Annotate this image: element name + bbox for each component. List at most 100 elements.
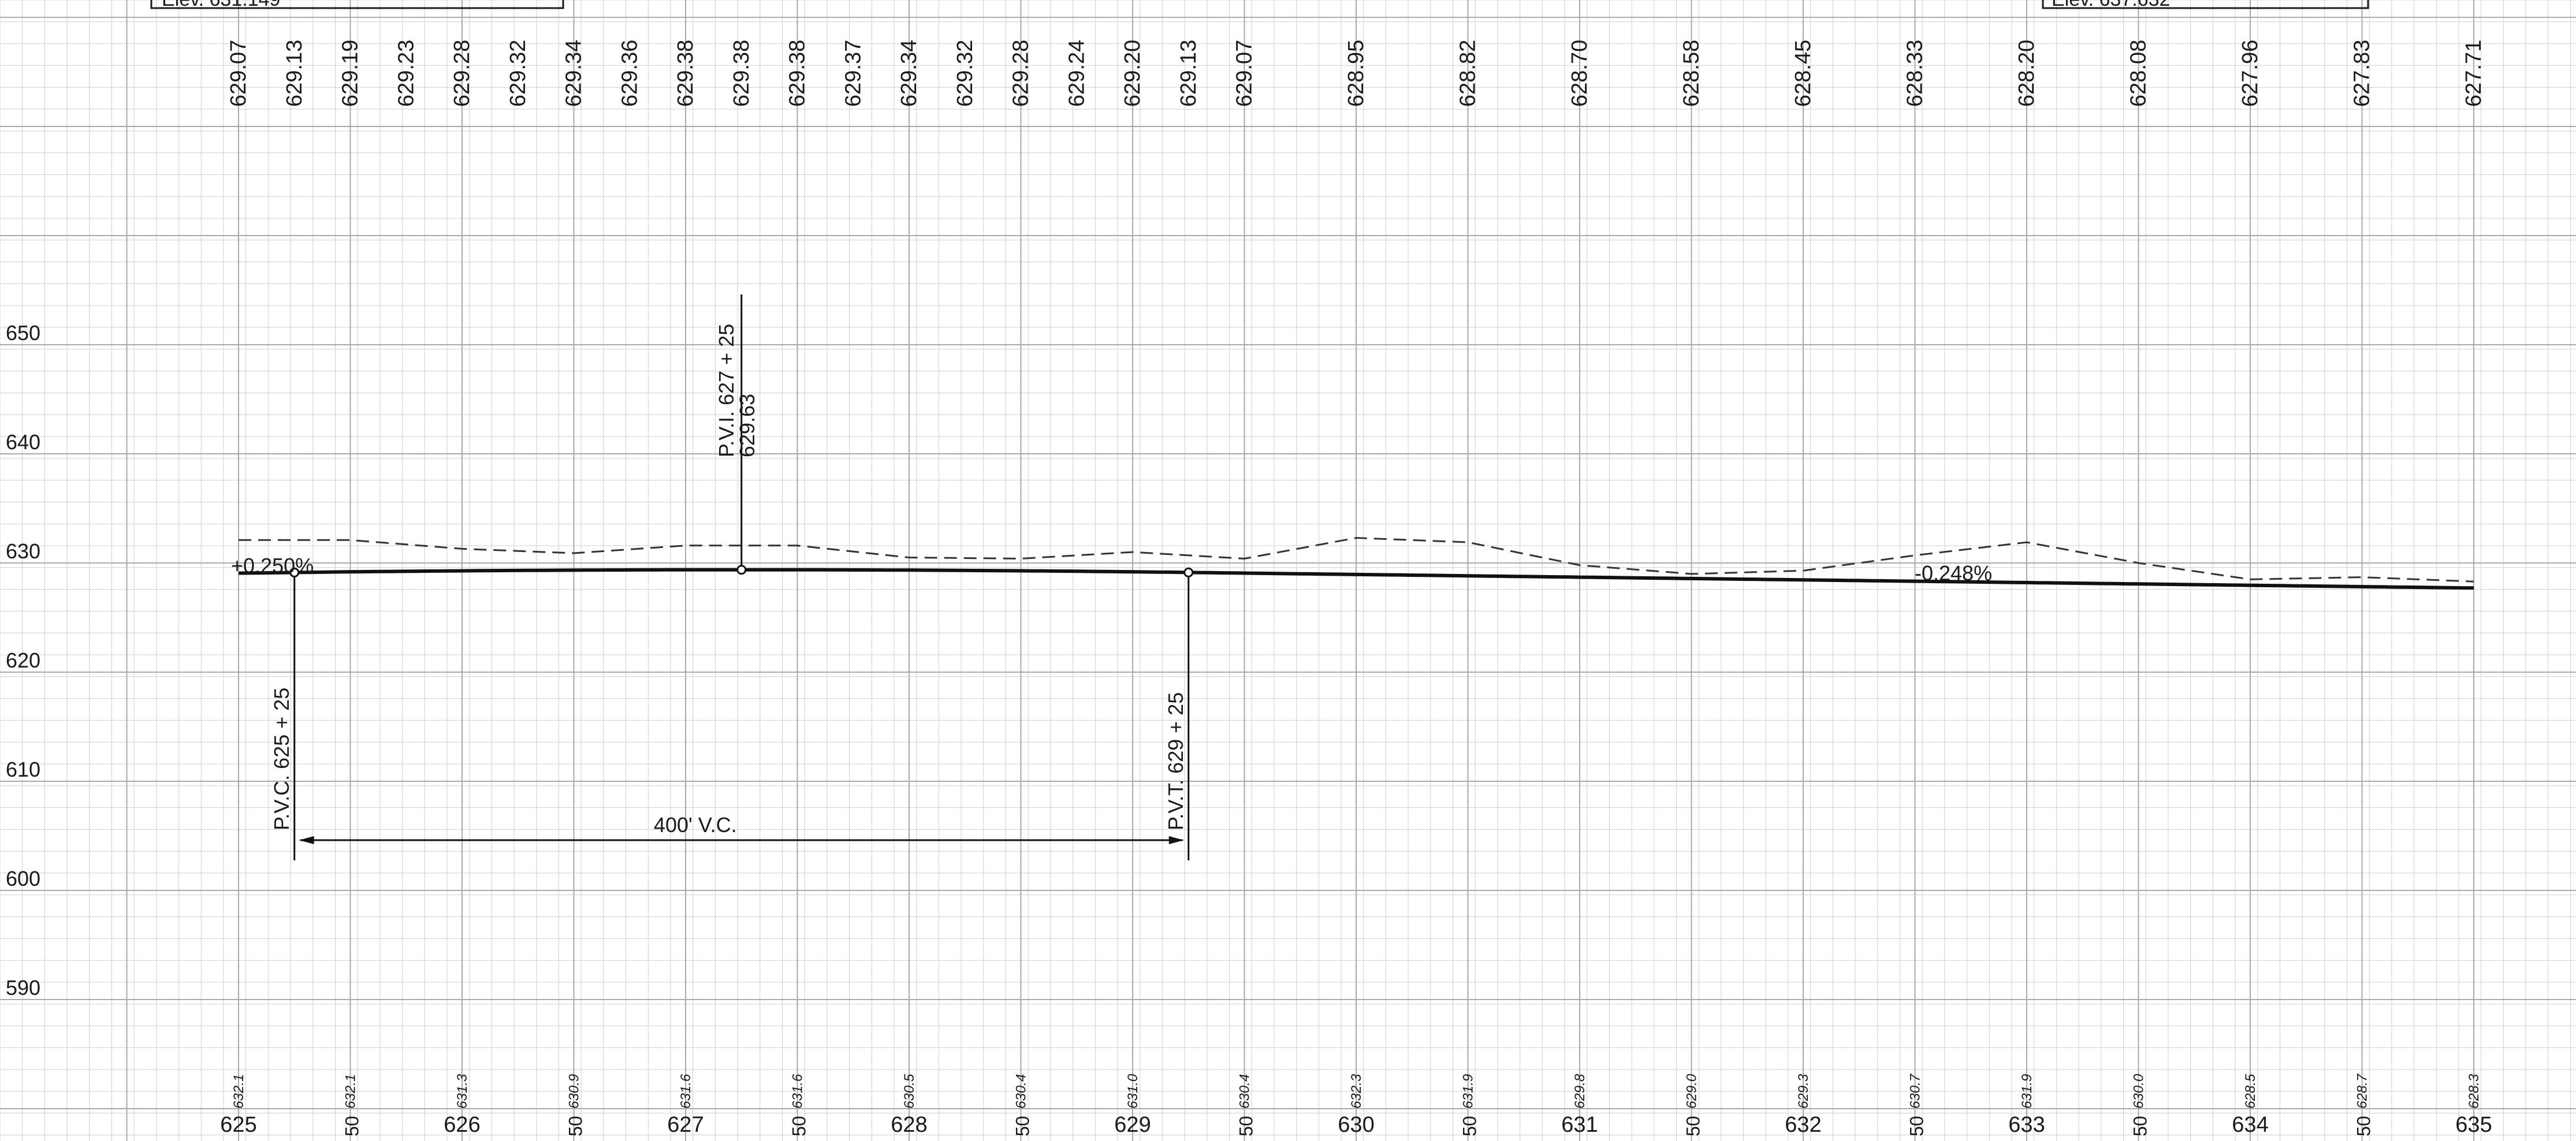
grade-elevation-label: 629.13 [282, 40, 307, 107]
elevation-tick-label: 650 [6, 321, 40, 345]
ground-elevation-label: 631.9 [1461, 1074, 1476, 1109]
half-station-label: 50 [2130, 1116, 2151, 1136]
grade-elevation-label: 629.19 [338, 40, 363, 107]
ground-elevation-label: 630.5 [902, 1073, 917, 1109]
ground-elevation-label: 628.7 [2355, 1073, 2370, 1109]
station-label: 631 [1561, 1113, 1598, 1137]
grade-elevation-label: 627.96 [2238, 40, 2262, 107]
left-title-box [150, 0, 564, 9]
vertical-curve-length-label: 400' V.C. [654, 813, 737, 837]
grade-elevation-label: 628.33 [1903, 40, 1927, 107]
right-title-box-text: Elev. 637.632 [2052, 0, 2170, 10]
ground-elevation-row: 632.1 632.1 631.3 630.9 631.6 631.6 630.5 630.4… [231, 1073, 2482, 1109]
grade-elevation-label: 629.36 [617, 40, 642, 107]
half-station-label: 50 [789, 1116, 810, 1136]
station-label: 626 [444, 1113, 480, 1137]
grade-elevation-label: 628.20 [2015, 40, 2039, 107]
pvc-point [289, 567, 300, 577]
ground-elevation-label: 630.4 [1014, 1074, 1029, 1109]
existing-ground-line [239, 537, 2474, 583]
ground-elevation-label: 631.0 [1125, 1073, 1141, 1109]
ground-elevation-label: 631.9 [2019, 1074, 2035, 1109]
grade-elevation-label: 628.70 [1568, 40, 1592, 107]
ground-elevation-label: 629.3 [1796, 1073, 1811, 1109]
half-station-label: 50 [1460, 1116, 1480, 1136]
grade-elevation-label: 629.38 [673, 40, 698, 107]
grade-elevation-label: 629.32 [506, 40, 530, 107]
pvi-point [736, 565, 747, 575]
ground-elevation-label: 632.3 [1349, 1073, 1364, 1109]
ground-elevation-label: 630.9 [567, 1074, 582, 1109]
left-title-box-text: Elev. 631.149 [162, 0, 280, 10]
grade-elevation-label: 629.23 [394, 40, 418, 107]
station-label: 627 [667, 1113, 703, 1137]
half-station-label: 50 [1683, 1116, 1704, 1136]
elevation-tick-label: 630 [6, 539, 40, 563]
pvc-station-label: P.V.C. 625 + 25 [270, 688, 293, 830]
pvt-point [1183, 567, 1194, 577]
grade-elevation-label: 629.20 [1121, 40, 1145, 107]
ground-elevation-label: 629.0 [1684, 1073, 1700, 1109]
elevation-tick-label: 590 [6, 976, 40, 1000]
dimension-arrow-right [1168, 836, 1184, 844]
grade-elevation-label: 629.32 [953, 40, 977, 107]
grade-out-label: -0.248% [1915, 561, 1992, 585]
station-label: 630 [1338, 1113, 1374, 1137]
grade-elevation-label: 629.37 [841, 40, 865, 107]
ground-elevation-label: 630.7 [1908, 1073, 1923, 1109]
ground-elevation-label: 631.3 [455, 1073, 470, 1109]
grade-elevation-label: 628.82 [1456, 40, 1480, 107]
half-station-label: 50 [1907, 1116, 1927, 1136]
grade-elevation-label: 629.07 [1233, 40, 1257, 107]
ground-elevation-label: 630.0 [2131, 1073, 2147, 1109]
ground-elevation-label: 632.1 [343, 1074, 359, 1109]
station-label: 625 [220, 1113, 256, 1137]
grade-elevation-label: 628.45 [1791, 40, 1815, 107]
elevation-tick-label: 640 [6, 430, 40, 454]
grade-elevation-label: 627.83 [2350, 40, 2374, 107]
elevation-tick-label: 600 [6, 867, 40, 890]
title-block-fragments: Elev. 631.149 Elev. 637.632 [150, 0, 2369, 10]
station-axis: 625 50 626 50 627 50 628 50 629 50 630 50 631 50 632 50… [220, 1113, 2492, 1137]
station-label: 628 [891, 1113, 927, 1137]
proposed-grade-line [238, 568, 2474, 590]
pvi-elevation-label: 629.63 [735, 394, 759, 457]
right-title-box [2042, 0, 2369, 9]
grade-elevation-label: 629.28 [1009, 40, 1033, 107]
ground-elevation-label: 629.8 [1572, 1073, 1588, 1109]
ground-elevation-label: 630.4 [1237, 1074, 1253, 1109]
ground-elevation-label: 628.5 [2243, 1073, 2258, 1109]
pvi-station-label: P.V.I. 627 + 25 [714, 324, 738, 457]
grade-elevation-label: 628.58 [1680, 40, 1704, 107]
grade-elevation-label: 629.34 [897, 40, 921, 107]
station-label: 635 [2455, 1113, 2492, 1137]
ground-elevation-label: 632.1 [231, 1074, 247, 1109]
grade-elevation-label: 629.34 [562, 40, 586, 107]
ground-elevation-label: 631.6 [678, 1073, 694, 1109]
elevation-tick-label: 610 [6, 758, 40, 781]
elevation-axis: 650 640 630 620 610 600 590 [6, 321, 40, 1000]
grade-elevation-label: 629.07 [226, 40, 251, 107]
half-station-label: 50 [342, 1116, 363, 1136]
grade-elevation-row: 629.07 629.13 629.19 629.23 629.28 629.32 629.… [226, 40, 2486, 107]
half-station-label: 50 [565, 1116, 586, 1136]
station-label: 634 [2232, 1113, 2268, 1137]
station-label: 632 [1785, 1113, 1821, 1137]
elevation-tick-label: 620 [6, 648, 40, 672]
grade-in-label: +0.250% [231, 554, 314, 577]
grade-elevation-label: 629.24 [1064, 40, 1089, 107]
grade-elevation-label: 629.38 [786, 40, 810, 107]
pvt-station-label: P.V.T. 629 + 25 [1164, 692, 1188, 830]
station-label: 629 [1114, 1113, 1151, 1137]
grade-elevation-label: 628.95 [1344, 40, 1368, 107]
ground-elevation-label: 628.3 [2466, 1073, 2482, 1109]
dimension-arrow-left [299, 836, 314, 844]
grade-elevation-label: 629.38 [729, 40, 754, 107]
grade-elevation-label: 629.28 [450, 40, 474, 107]
curve-annotations: +0.250% -0.248% P.V.I. 627 + 25 629.63 P… [231, 294, 1992, 860]
half-station-label: 50 [1236, 1116, 1257, 1136]
grade-elevation-label: 629.13 [1177, 40, 1201, 107]
station-label: 633 [2008, 1113, 2045, 1137]
